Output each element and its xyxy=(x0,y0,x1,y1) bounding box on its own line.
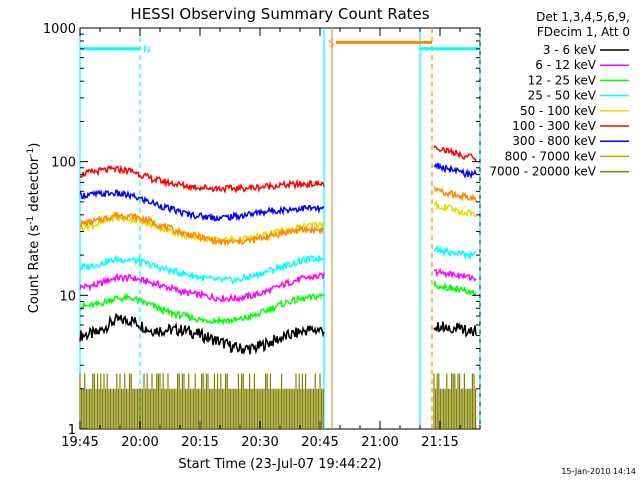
series-line xyxy=(79,272,325,304)
series-line-after-gap xyxy=(433,321,477,338)
legend-entry-label: 50 - 100 keV xyxy=(520,104,597,118)
y-axis-label: Count Rate (s-1 detector-1) xyxy=(26,143,42,314)
chart-title: HESSI Observing Summary Count Rates xyxy=(130,5,429,23)
series-line xyxy=(79,211,325,247)
x-tick-label: 20:45 xyxy=(301,435,338,450)
y-tick-label: 1 xyxy=(68,423,76,438)
flag-label: N xyxy=(143,45,150,56)
y-tick-label: 10 xyxy=(59,289,76,304)
legend-entry-label: 6 - 12 keV xyxy=(535,58,597,72)
x-tick-label: 20:15 xyxy=(181,435,218,450)
x-tick-label: 20:00 xyxy=(121,435,158,450)
series-line xyxy=(79,213,325,245)
y-axis-ticks: 1 10 100 1000 xyxy=(43,22,480,438)
series-line-after-gap xyxy=(433,145,477,163)
x-tick-label: 21:15 xyxy=(421,435,458,450)
legend-entry-label: 25 - 50 keV xyxy=(528,89,597,103)
series-line-after-gap xyxy=(433,267,477,282)
series-line-after-gap xyxy=(433,199,477,218)
series-line xyxy=(79,254,325,286)
x-axis-label: Start Time (23-Jul-07 19:44:22) xyxy=(178,457,381,472)
legend-entry-label: 7000 - 20000 keV xyxy=(489,165,596,179)
flag-label: S xyxy=(328,38,334,49)
legend-entry-label: 3 - 6 keV xyxy=(543,43,597,57)
legend-entry-label: 800 - 7000 keV xyxy=(505,149,597,163)
y-tick-label: 100 xyxy=(51,156,76,171)
x-axis-ticks: 19:45 20:00 20:15 20:30 20:45 21:00 21:15 xyxy=(61,28,481,450)
series-line-after-gap xyxy=(433,186,477,202)
series-line xyxy=(79,292,325,326)
series-line-after-gap xyxy=(433,279,477,297)
vertical-markers xyxy=(79,28,481,429)
series-line xyxy=(79,313,325,356)
x-tick-label: 20:30 xyxy=(241,435,278,450)
plot-area: NS 19:45 20:00 20:15 20:30 20:45 21:00 21:15 1… xyxy=(43,22,481,450)
legend-header-1: Det 1,3,4,5,6,9, xyxy=(536,10,630,24)
series-line-after-gap xyxy=(433,162,477,180)
legend-entry-label: 12 - 25 keV xyxy=(528,73,597,87)
series-line-after-gap xyxy=(433,245,477,261)
y-tick-label: 1000 xyxy=(43,22,76,37)
x-tick-label: 19:45 xyxy=(61,435,98,450)
footer-timestamp: 15-Jan-2010 14:14 xyxy=(561,467,636,476)
legend: Det 1,3,4,5,6,9, FDecim 1, Att 0 3 - 6 k… xyxy=(489,10,630,179)
series-line xyxy=(79,164,325,195)
legend-entry-label: 100 - 300 keV xyxy=(512,119,596,133)
legend-header-2: FDecim 1, Att 0 xyxy=(537,25,630,39)
series-group xyxy=(79,145,477,429)
series-line xyxy=(79,189,325,222)
mode-flags: NS xyxy=(80,38,480,56)
x-tick-label: 21:00 xyxy=(361,435,398,450)
legend-entry-label: 300 - 800 keV xyxy=(512,134,596,148)
